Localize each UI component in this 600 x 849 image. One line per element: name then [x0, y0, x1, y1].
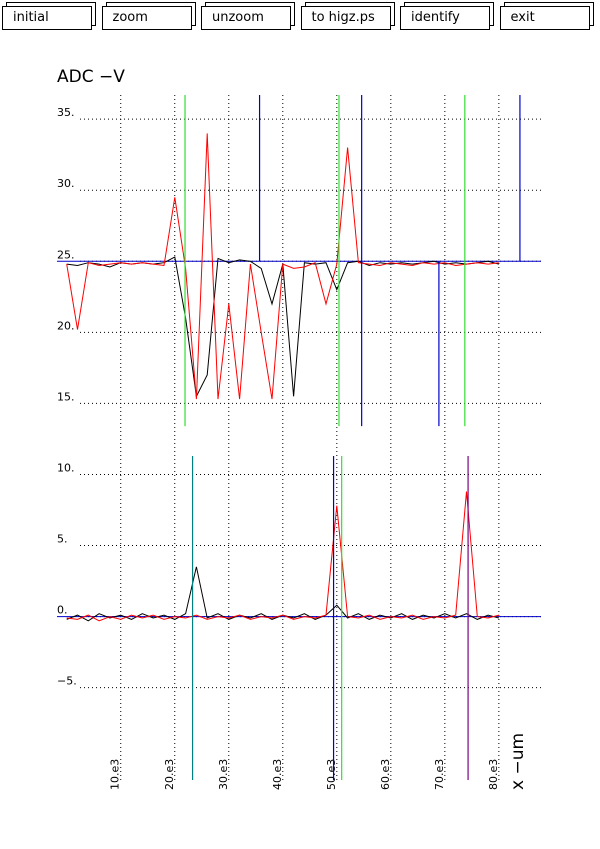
series-line: [66, 566, 500, 622]
x-tick-label: 40.e3: [271, 759, 284, 790]
y-tick-label: −5.: [57, 675, 77, 688]
x-tick-label: 10.e3: [109, 759, 122, 790]
y-tick-label: 35.: [57, 106, 75, 119]
y-tick-label: 10.: [57, 461, 75, 474]
chart-title: ADC −V: [57, 67, 125, 87]
y-tick-label: 30.: [57, 177, 75, 190]
y-tick-label: 5.: [57, 533, 68, 546]
toolbar-button[interactable]: to higz.ps: [300, 6, 391, 30]
series-line: [66, 133, 499, 400]
x-tick-label: 60.e3: [379, 759, 392, 790]
x-tick-label: 50.e3: [325, 759, 338, 790]
x-tick-label: 70.e3: [433, 759, 446, 790]
x-tick-label: 20.e3: [163, 759, 176, 790]
x-tick-label: 30.e3: [217, 759, 230, 790]
y-tick-label: 20.: [57, 319, 75, 332]
toolbar-button[interactable]: zoom: [101, 6, 192, 30]
y-tick-label: 0.: [57, 604, 68, 617]
toolbar-button[interactable]: unzoom: [201, 6, 291, 30]
x-tick-label: 80.e3: [487, 759, 500, 790]
y-tick-label: 25.: [57, 248, 75, 261]
series-line: [66, 491, 500, 622]
toolbar-button[interactable]: exit: [499, 6, 590, 30]
x-axis-label: x −um: [508, 733, 528, 790]
y-tick-label: 15.: [57, 390, 75, 403]
toolbar-button[interactable]: identify: [400, 6, 490, 30]
toolbar-button[interactable]: initial: [2, 6, 92, 30]
